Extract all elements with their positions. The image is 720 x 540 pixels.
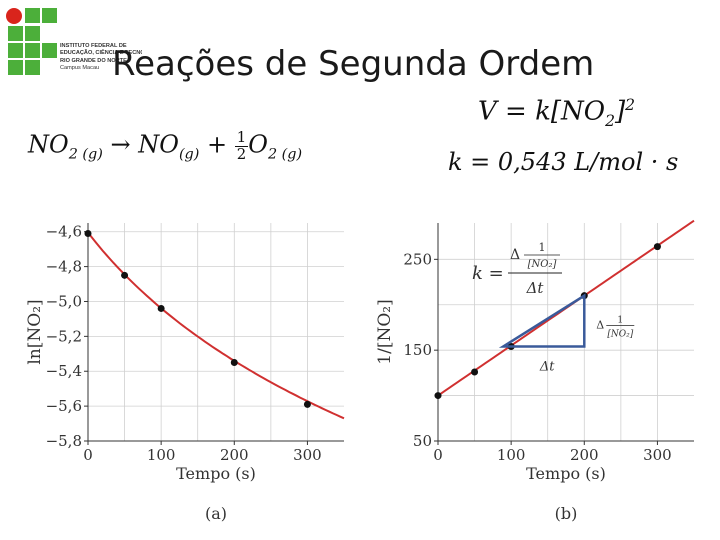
series-curve	[87, 231, 345, 420]
chart-ln-concentration: 0 100 200 300 −4,6 −4,8 −5,0 −5,2 −5,4 −5,6 −5,8 Te…	[25, 223, 345, 523]
x-tick-label: 100	[147, 446, 176, 464]
x-tick-label: 0	[83, 446, 93, 464]
data-point	[121, 271, 129, 279]
rate-law-sub: 2	[605, 111, 615, 130]
k-delta: Δ	[510, 247, 520, 263]
rate-law-close: ]	[614, 96, 626, 127]
data-point	[471, 368, 479, 376]
y-axis-label: 1/[NO₂]	[375, 299, 395, 364]
rate-law-lhs: V = k[NO	[478, 96, 606, 127]
reaction-arrow: →	[110, 130, 131, 159]
fraction-one: 1	[617, 316, 623, 326]
data-point	[230, 359, 238, 367]
rate-law-exponent: 2	[625, 96, 636, 114]
data-point	[84, 229, 92, 237]
y-axis-label: ln[NO₂]	[25, 299, 45, 364]
data-point	[303, 400, 311, 408]
y-tick-label: 150	[403, 341, 432, 359]
delta-t-label: Δt	[539, 360, 555, 375]
chart-inverse-concentration: 0 100 200 300 50 150 250 Tempo (s) 1/[NO₂] (b) Δt Δ…	[375, 219, 695, 523]
x-axis-label: Tempo (s)	[176, 464, 256, 483]
reactant-sub: 2 (g)	[68, 146, 103, 163]
institution-logo: INSTITUTO FEDERAL DE EDUCAÇÃO, CIÊNCIA E…	[2, 4, 162, 76]
k-fraction-conc: [NO₂]	[528, 259, 557, 270]
y-tick-label: −5,8	[46, 432, 82, 450]
fraction-denominator: 2	[236, 144, 247, 163]
y-tick-label: −4,6	[46, 223, 82, 241]
x-tick-label: 0	[433, 446, 443, 464]
y-tick-label: −5,4	[46, 362, 82, 380]
x-tick-label: 100	[497, 446, 526, 464]
y-tick-label: 50	[413, 432, 432, 450]
chart-caption: (a)	[205, 504, 227, 523]
x-tick-label: 300	[293, 446, 322, 464]
y-tick-label: 250	[403, 250, 432, 268]
x-tick-label: 200	[220, 446, 249, 464]
logo-red-dot	[6, 8, 22, 24]
fraction-numerator: 1	[234, 128, 249, 147]
rate-law: V = k[NO2]2	[478, 96, 635, 130]
x-tick-label: 200	[570, 446, 599, 464]
rate-constant: k = 0,543 L/mol · s	[448, 148, 679, 176]
y-tick-label: −5,6	[46, 397, 82, 415]
logo-line-1: INSTITUTO FEDERAL DE	[60, 43, 127, 49]
product-2: O	[248, 130, 268, 159]
fraction-conc: [NO₂]	[607, 330, 633, 340]
data-point	[653, 243, 661, 251]
reaction-equation: NO2 (g) → NO(g) + 1 2 O2 (g)	[28, 128, 303, 163]
logo-line-3: RIO GRANDE DO NORTE	[60, 58, 127, 64]
k-formula-label: k =	[472, 263, 504, 284]
delta-label: Δ	[596, 319, 604, 332]
x-axis-label: Tempo (s)	[526, 464, 606, 483]
product-1: NO	[138, 130, 179, 159]
plus-sign: +	[207, 130, 228, 159]
data-point	[434, 392, 442, 400]
reactant: NO	[28, 130, 69, 159]
logo-line-2: EDUCAÇÃO, CIÊNCIA E TECNOLOGIA	[60, 48, 142, 56]
slope-triangle	[498, 293, 586, 348]
product-1-sub: (g)	[178, 146, 200, 163]
logo-line-4: Campus Macau	[60, 65, 99, 71]
y-tick-label: −5,2	[46, 327, 82, 345]
data-point	[157, 304, 165, 312]
k-fraction-one: 1	[539, 241, 546, 254]
chart-caption: (b)	[555, 504, 578, 523]
y-tick-label: −4,8	[46, 258, 82, 276]
y-tick-label: −5,0	[46, 292, 82, 310]
k-delta-t: Δt	[526, 279, 545, 297]
slide-title: Reações de Segunda Ordem	[112, 44, 595, 84]
x-tick-label: 300	[643, 446, 672, 464]
product-2-sub: 2 (g)	[267, 146, 303, 163]
logo-squares	[8, 8, 57, 75]
